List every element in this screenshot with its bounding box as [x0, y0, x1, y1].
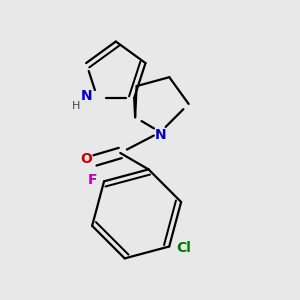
Text: Cl: Cl — [176, 241, 191, 255]
Text: N: N — [154, 128, 166, 142]
Text: F: F — [88, 173, 98, 187]
Text: H: H — [72, 101, 80, 111]
Text: O: O — [80, 152, 92, 166]
Text: N: N — [80, 89, 92, 103]
